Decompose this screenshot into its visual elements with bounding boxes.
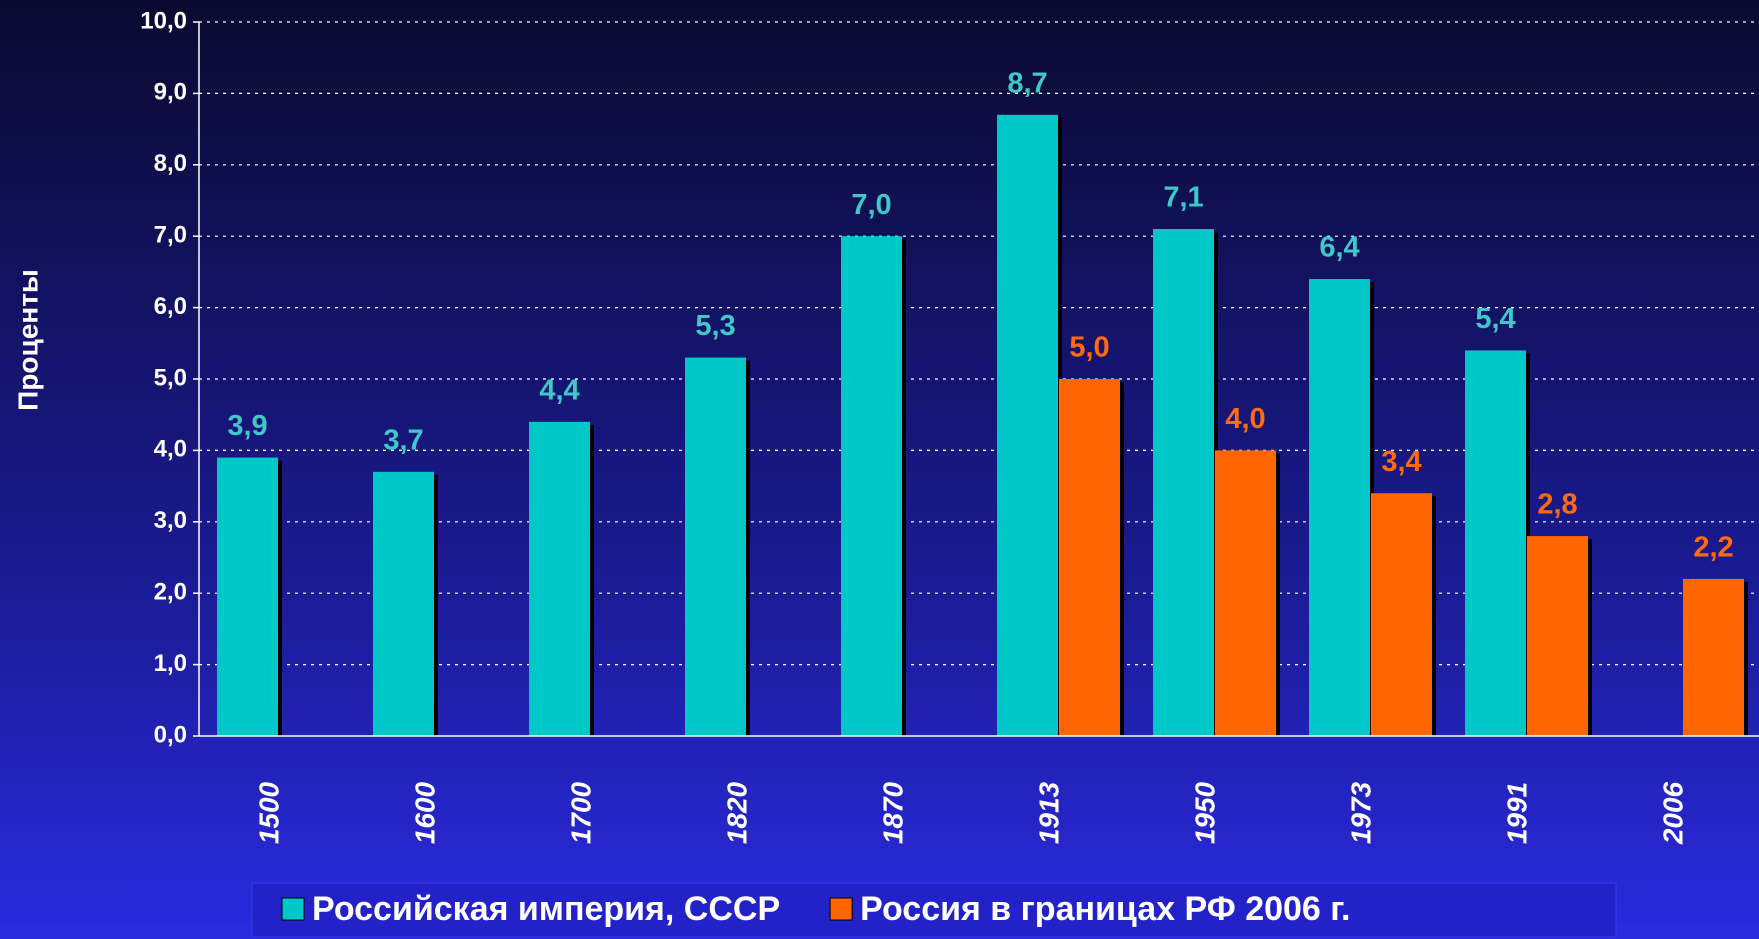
value-label: 7,0: [851, 189, 891, 221]
value-label: 4,0: [1225, 403, 1265, 435]
legend-label: Россия в границах РФ 2006 г.: [860, 890, 1350, 928]
x-tick-label: 1913: [1033, 781, 1064, 844]
y-tick-label: 7,0: [154, 222, 187, 249]
bar: [1215, 450, 1276, 736]
value-label: 6,4: [1319, 232, 1359, 264]
y-axis-label: Проценты: [12, 269, 43, 411]
y-tick-label: 1,0: [154, 650, 187, 677]
y-tick-label: 8,0: [154, 150, 187, 177]
bar: [685, 357, 746, 736]
bar: [841, 236, 902, 736]
bar: [1527, 536, 1588, 736]
x-tick-label: 1820: [721, 781, 752, 844]
value-label: 3,9: [227, 410, 267, 442]
x-tick-label: 2006: [1657, 781, 1688, 845]
y-tick-label: 6,0: [154, 293, 187, 320]
legend-label: Российская империя, СССР: [312, 890, 780, 928]
y-tick-label: 3,0: [154, 507, 187, 534]
value-label: 2,2: [1693, 532, 1733, 564]
x-tick-label: 1950: [1189, 781, 1220, 844]
legend-box: [251, 882, 1617, 938]
value-label: 3,4: [1381, 446, 1421, 478]
legend-swatch: [281, 897, 305, 921]
bar: [1371, 493, 1432, 736]
y-tick-label: 0,0: [154, 721, 187, 748]
x-tick-label: 1600: [409, 781, 440, 844]
bar: [1153, 229, 1214, 736]
y-tick-label: 5,0: [154, 364, 187, 391]
value-label: 5,0: [1069, 332, 1109, 364]
x-tick-label: 1991: [1501, 782, 1532, 844]
y-tick-label: 10,0: [140, 7, 187, 34]
bar: [373, 471, 434, 736]
value-label: 8,7: [1007, 67, 1047, 99]
x-tick-label: 1500: [253, 781, 284, 844]
x-tick-label: 1870: [877, 781, 908, 844]
value-label: 5,4: [1475, 303, 1515, 335]
bar: [529, 421, 590, 736]
y-tick-label: 9,0: [154, 79, 187, 106]
x-tick-label: 1973: [1345, 781, 1376, 844]
bar: [997, 114, 1058, 736]
y-tick-label: 4,0: [154, 436, 187, 463]
legend-swatch: [829, 897, 853, 921]
value-label: 4,4: [539, 374, 579, 406]
bar: [1309, 279, 1370, 736]
bar: [217, 457, 278, 736]
x-tick-label: 1700: [565, 781, 596, 844]
value-label: 7,1: [1163, 182, 1203, 214]
bar: [1465, 350, 1526, 736]
value-label: 2,8: [1537, 489, 1577, 521]
value-label: 3,7: [383, 424, 423, 456]
value-label: 5,3: [695, 310, 735, 342]
bar: [1059, 379, 1120, 736]
bar: [1683, 578, 1744, 736]
y-tick-label: 2,0: [154, 579, 187, 606]
